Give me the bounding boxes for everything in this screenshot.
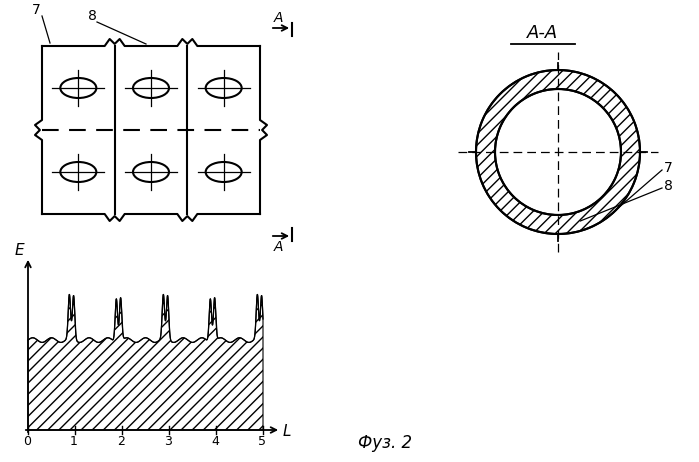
Text: L: L <box>283 424 291 439</box>
Text: 8: 8 <box>664 179 673 193</box>
Text: 8: 8 <box>88 9 97 23</box>
Text: A-A: A-A <box>527 24 559 42</box>
Polygon shape <box>28 294 263 430</box>
Text: 7: 7 <box>32 3 41 17</box>
Text: Фуз. 2: Фуз. 2 <box>358 434 412 452</box>
Text: 2: 2 <box>117 435 125 448</box>
Text: A: A <box>274 240 284 254</box>
Text: 3: 3 <box>164 435 172 448</box>
Text: 4: 4 <box>211 435 219 448</box>
Text: 0: 0 <box>23 435 31 448</box>
Text: 7: 7 <box>664 161 672 175</box>
Text: 1: 1 <box>70 435 78 448</box>
Text: A: A <box>274 11 284 25</box>
Text: E: E <box>15 243 24 258</box>
Text: 5: 5 <box>258 435 266 448</box>
